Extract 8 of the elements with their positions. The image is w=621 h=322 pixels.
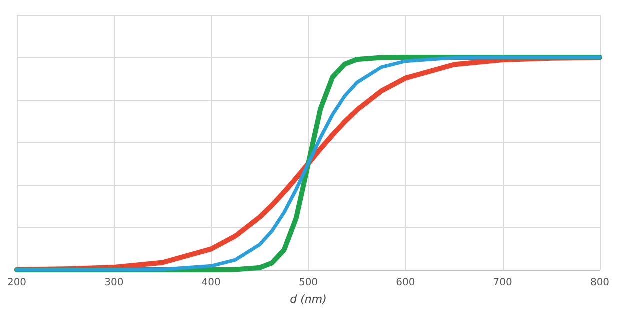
x-tick-label: 600 <box>396 278 416 288</box>
x-tick-label: 400 <box>202 278 221 288</box>
x-tick-label: 800 <box>590 278 610 288</box>
x-axis-title: d (nm) <box>290 293 327 306</box>
x-tick-label: 500 <box>298 278 318 288</box>
x-tick-label: 200 <box>7 278 27 288</box>
x-tick-label: 700 <box>493 278 512 288</box>
x-tick-label: 300 <box>104 278 124 288</box>
